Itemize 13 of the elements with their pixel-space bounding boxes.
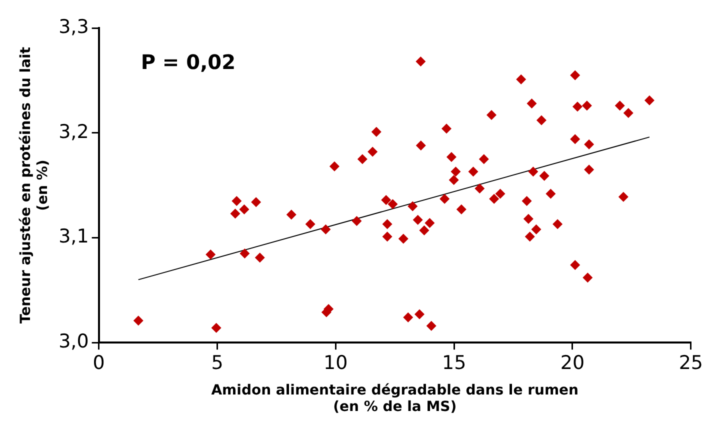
x-tick-label: 20 bbox=[560, 352, 585, 374]
y-tick-label: 3,1 bbox=[58, 226, 89, 248]
x-tick-label: 25 bbox=[678, 352, 704, 374]
y-tick-label: 3,3 bbox=[58, 16, 89, 38]
x-tick-label: 0 bbox=[92, 352, 105, 374]
x-axis-title: Amidon alimentaire dégradable dans le rumen (en % de la MS) bbox=[211, 382, 579, 416]
x-tick-label: 15 bbox=[442, 352, 466, 374]
x-tick-label: 10 bbox=[324, 352, 348, 374]
annotation: P = 0,02 bbox=[140, 50, 236, 74]
y-tick-label: 3,0 bbox=[58, 330, 89, 353]
y-axis-title: Teneur ajustée en protéines du lait (en %) bbox=[18, 46, 51, 324]
x-tick-label: 5 bbox=[211, 352, 224, 374]
y-tick-label: 3,2 bbox=[58, 120, 89, 143]
